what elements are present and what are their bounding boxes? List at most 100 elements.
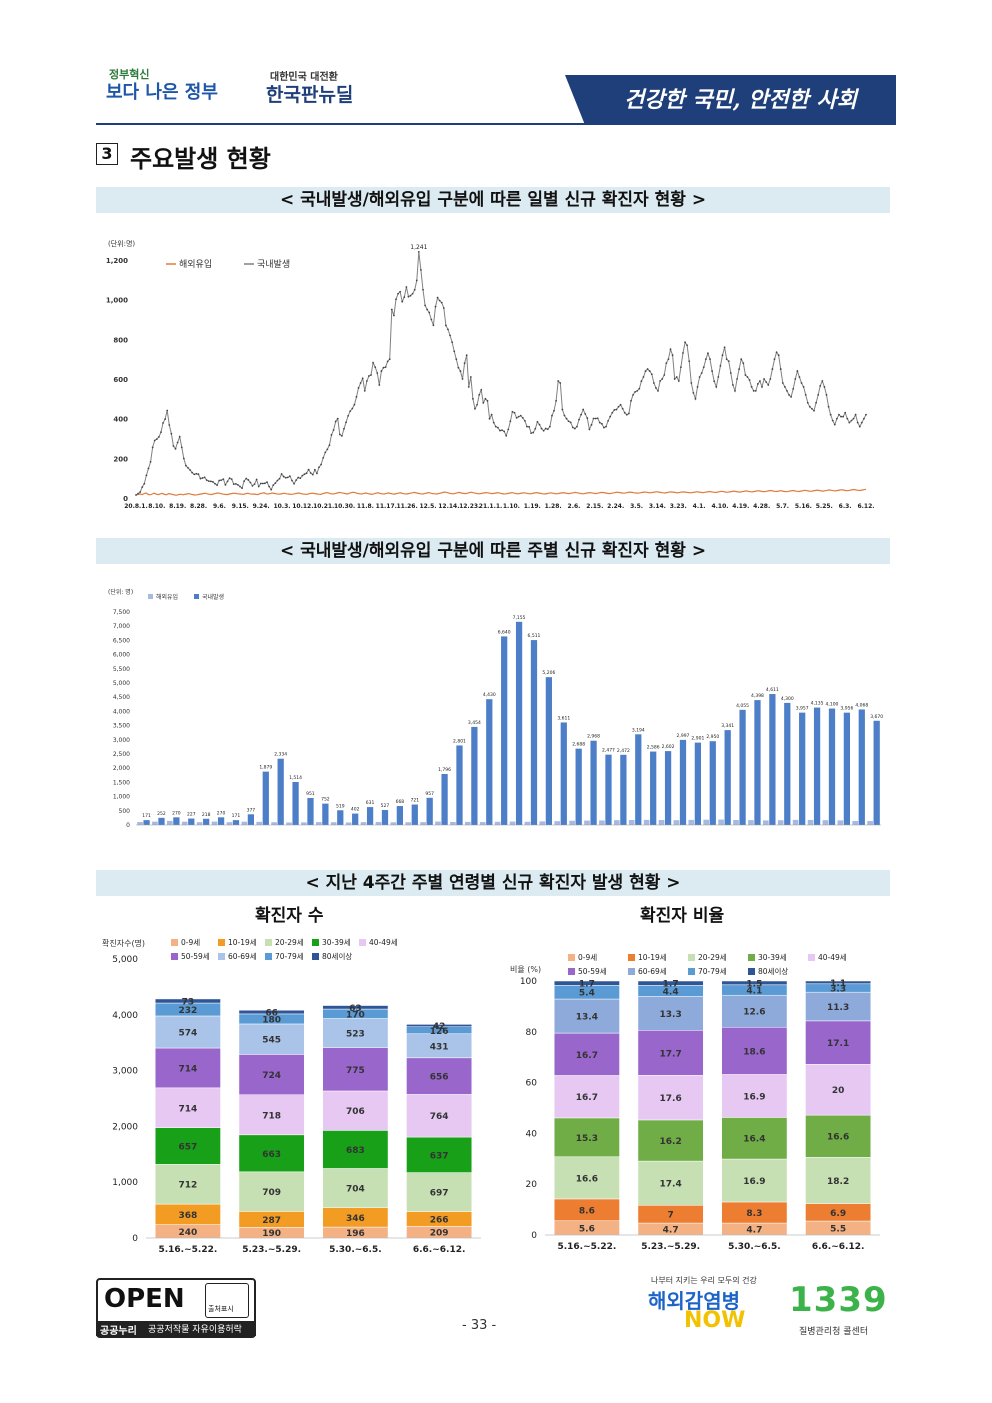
bar-domestic: [411, 804, 418, 825]
open-license-name: 공공누리: [100, 1326, 137, 1337]
bar-overseas: [420, 822, 426, 825]
data-point: [771, 368, 774, 370]
data-label: 368: [178, 1211, 197, 1221]
age-ratio-subtitle: 확진자 비율: [640, 906, 725, 926]
data-label: 523: [346, 1030, 365, 1040]
data-point: [796, 370, 799, 372]
data-point: [289, 475, 291, 478]
data-label: 3,194: [632, 727, 645, 733]
data-label: 697: [430, 1189, 449, 1199]
data-label: 4,300: [781, 696, 794, 702]
data-point: [530, 432, 533, 435]
bar-domestic: [813, 707, 821, 825]
data-label: 6,640: [498, 629, 511, 635]
y-tick-label: 4,000: [112, 1011, 138, 1021]
data-point: [259, 482, 262, 485]
data-label: 287: [262, 1216, 281, 1226]
data-point: [399, 290, 402, 293]
data-label: 752: [321, 797, 330, 803]
legend-swatch: [359, 939, 366, 946]
stack-segment: [406, 1172, 473, 1212]
bar-overseas: [554, 821, 561, 825]
data-point: [237, 484, 239, 486]
data-point: [650, 373, 653, 376]
data-point: [357, 387, 360, 389]
data-label: 714: [178, 1064, 197, 1074]
bar-overseas: [792, 819, 799, 825]
data-point: [840, 415, 842, 418]
legend-label: 40-49세: [818, 953, 847, 962]
bar-domestic: [456, 745, 463, 825]
data-point: [729, 372, 732, 374]
bar-domestic: [620, 754, 627, 825]
data-label: 4.1: [746, 987, 762, 997]
y-tick-label: 2,000: [112, 1122, 138, 1132]
data-point: [347, 414, 350, 417]
data-point: [715, 386, 718, 388]
data-point: [563, 414, 566, 417]
data-point: [297, 476, 300, 479]
legend-label: 20-29세: [275, 938, 304, 947]
data-point: [449, 334, 451, 337]
y-tick-label: 3,500: [113, 723, 130, 730]
data-label: 721: [410, 798, 419, 804]
data-label: 957: [425, 791, 434, 797]
data-label: 18.2: [827, 1177, 849, 1187]
data-point: [476, 403, 478, 406]
data-point: [752, 390, 755, 392]
data-label: 1,514: [289, 775, 302, 781]
bar-domestic: [158, 817, 165, 825]
data-point: [139, 491, 142, 493]
y-tick-label: 600: [113, 376, 128, 384]
y-axis-label: 확진자수(명): [102, 938, 145, 948]
y-tick-label: 2,500: [113, 751, 130, 758]
header-divider: [96, 123, 896, 125]
data-label: 4,135: [811, 701, 824, 707]
data-point: [544, 427, 547, 430]
data-point: [590, 423, 593, 426]
data-point: [534, 427, 537, 430]
data-point: [717, 376, 720, 378]
weekly-cases-bar-chart: (단위: 명) 0 500 1,000 1,500 2,000 2,500 3,000 3,50…: [108, 588, 883, 829]
data-point: [852, 417, 855, 420]
y-tick-label: 1,200: [106, 257, 128, 265]
data-point: [806, 401, 809, 404]
x-tick-label: 4.1.: [693, 503, 706, 510]
y-tick-label: 5,000: [112, 955, 138, 965]
data-point: [756, 383, 759, 385]
data-label: 270: [217, 810, 226, 816]
banner-tip: [565, 75, 585, 125]
data-point: [775, 351, 778, 354]
data-point: [731, 384, 734, 386]
data-point: [740, 358, 743, 361]
data-point: [332, 429, 335, 431]
data-point: [276, 479, 279, 482]
bar-overseas: [181, 821, 188, 825]
data-point: [613, 409, 616, 411]
y-tick-label: 7,000: [113, 623, 130, 630]
data-point: [432, 324, 435, 327]
data-point: [411, 292, 414, 295]
data-point: [688, 360, 691, 363]
data-label: 16.9: [743, 1177, 765, 1187]
data-point: [754, 390, 757, 392]
stack-segment: [154, 1164, 221, 1205]
data-point: [532, 431, 535, 434]
data-point: [515, 416, 518, 419]
stack-segment: [637, 1160, 704, 1206]
data-label: 2,586: [647, 745, 660, 751]
data-point: [625, 413, 628, 416]
data-label: 17.6: [660, 1094, 682, 1104]
data-point: [499, 429, 501, 432]
data-point: [442, 307, 445, 309]
stack-segment: [154, 1047, 221, 1089]
x-tick-label: 2.6.: [568, 503, 581, 510]
data-point: [222, 478, 225, 481]
data-label: 63: [349, 1004, 362, 1014]
data-label: 2,477: [602, 748, 615, 754]
stack-segment: [322, 1047, 389, 1092]
data-label: 16.7: [576, 1093, 598, 1103]
data-label: 2,472: [617, 748, 630, 754]
bar-domestic: [217, 817, 225, 825]
data-label: 657: [178, 1143, 197, 1153]
